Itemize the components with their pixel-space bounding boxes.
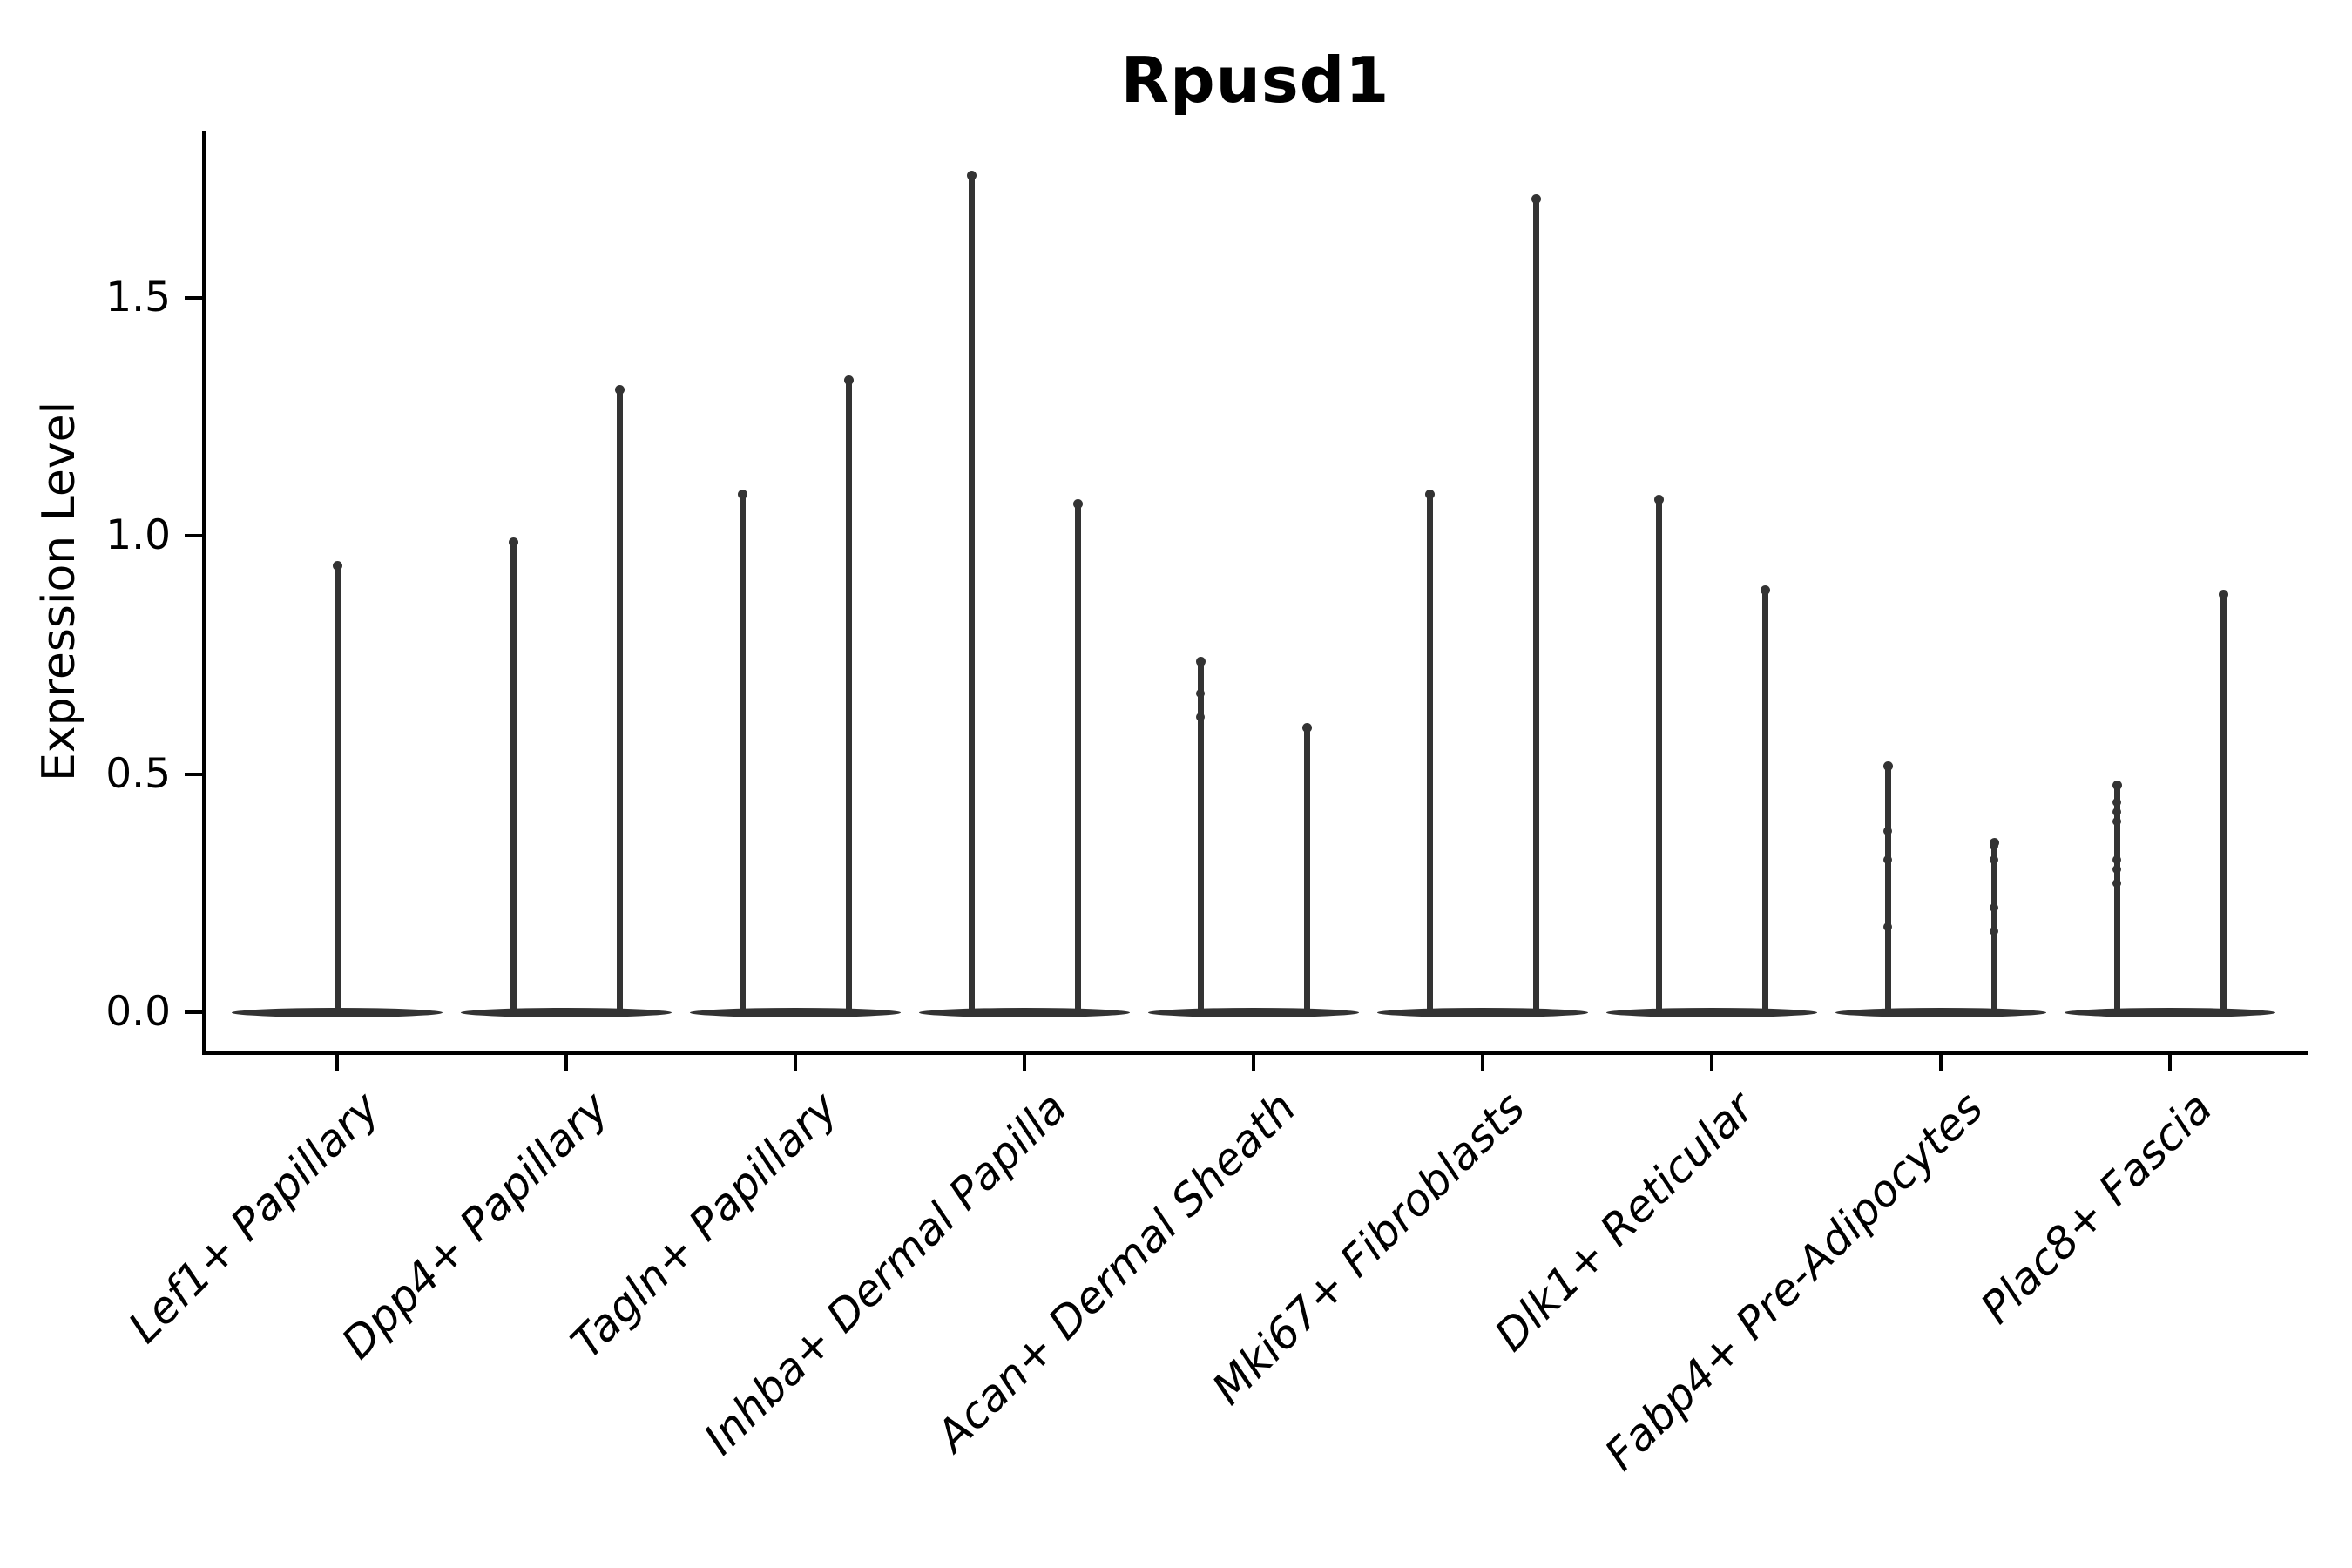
y-tick-label: 0.0 <box>105 988 171 1036</box>
y-tick-mark <box>185 295 202 300</box>
violin-baseline <box>1606 1007 1817 1017</box>
violin-spike <box>510 540 517 1012</box>
violin-max-point <box>737 490 747 500</box>
x-tick-mark <box>2168 1055 2172 1071</box>
violin-baseline <box>461 1007 672 1017</box>
x-axis-spine <box>202 1051 2308 1055</box>
x-tick-label: Inhba+ Dermal Papilla <box>694 1082 1077 1465</box>
expression-point <box>1990 927 1998 936</box>
violin-spike <box>1532 197 1539 1012</box>
violin-baseline <box>232 1007 443 1017</box>
y-axis-spine <box>202 131 206 1055</box>
x-tick-label: Acan+ Dermal Sheath <box>926 1082 1306 1462</box>
x-tick-mark <box>1252 1055 1255 1071</box>
y-tick-mark <box>185 1010 202 1014</box>
x-tick-label: Dpp4+ Papillary <box>332 1082 618 1369</box>
violin-baseline <box>2065 1007 2275 1017</box>
violin-max-point <box>508 537 518 547</box>
violin-spike <box>1884 764 1891 1012</box>
violin-max-point <box>1072 499 1083 510</box>
violin-baseline <box>1377 1007 1588 1017</box>
violin-spike <box>616 388 623 1012</box>
x-tick-label: Mki67+ Fibroblasts <box>1202 1082 1535 1415</box>
violin-max-point <box>966 170 977 180</box>
x-tick-mark <box>1939 1055 1943 1071</box>
expression-point <box>1883 922 1892 931</box>
expression-point <box>1990 841 1998 850</box>
violin-spike <box>334 564 341 1012</box>
violin-baseline <box>1835 1007 2046 1017</box>
violin-spike <box>2220 592 2227 1012</box>
violin-spike <box>1761 588 1768 1012</box>
violin-max-point <box>1301 723 1312 733</box>
x-tick-label: Tagln+ Papillary <box>561 1082 848 1369</box>
y-tick-label: 0.5 <box>105 749 171 798</box>
violin-max-point <box>1424 490 1435 500</box>
violin-spike <box>1990 841 1997 1012</box>
x-tick-label: Fabp4+ Pre-Adipocytes <box>1595 1082 1993 1481</box>
expression-point <box>2112 864 2121 874</box>
violin-max-point <box>1653 494 1664 504</box>
expression-point <box>2112 817 2121 827</box>
violin-spike <box>1303 726 1310 1012</box>
expression-point <box>1196 712 1205 721</box>
violin-baseline <box>690 1007 901 1017</box>
expression-point <box>1990 902 1998 912</box>
x-tick-mark <box>1023 1055 1026 1071</box>
expression-point <box>2112 879 2121 889</box>
violin-spike <box>1197 659 1204 1012</box>
y-tick-mark <box>185 534 202 537</box>
violin-spike <box>845 378 852 1012</box>
x-tick-mark <box>335 1055 339 1071</box>
expression-point <box>2112 855 2121 864</box>
x-tick-mark <box>1710 1055 1713 1071</box>
violin-max-point <box>843 375 854 385</box>
expression-point <box>2112 808 2121 817</box>
violin-spike <box>739 492 746 1012</box>
y-tick-label: 1.0 <box>105 511 171 559</box>
x-tick-label: Plac8+ Fascia <box>1970 1082 2222 1334</box>
violin-spike <box>968 173 975 1012</box>
violin-baseline <box>919 1007 1130 1017</box>
violin-spike <box>2113 783 2120 1012</box>
x-tick-label: Dlk1+ Reticular <box>1484 1082 1764 1362</box>
expression-point <box>1196 688 1205 698</box>
violin-baseline <box>1148 1007 1359 1017</box>
expression-point <box>1990 855 1998 864</box>
x-tick-mark <box>564 1055 568 1071</box>
plot-title: Rpusd1 <box>1120 44 1390 117</box>
x-tick-mark <box>1481 1055 1484 1071</box>
violin-max-point <box>332 561 342 571</box>
violin-max-point <box>1882 761 1893 772</box>
violin-max-point <box>1760 585 1770 595</box>
violin-max-point <box>2218 590 2228 600</box>
x-tick-mark <box>794 1055 797 1071</box>
violin-max-point <box>614 384 625 395</box>
violin-max-point <box>1531 194 1541 205</box>
violin-spike <box>1074 502 1081 1012</box>
expression-point <box>2112 798 2121 808</box>
violin-spike <box>1655 497 1662 1012</box>
expression-point <box>1883 855 1892 864</box>
violin-spike <box>1426 492 1433 1012</box>
y-tick-mark <box>185 772 202 776</box>
expression-point <box>1883 827 1892 836</box>
violin-max-point <box>1195 656 1206 666</box>
violin-max-point <box>2112 780 2122 790</box>
y-tick-label: 1.5 <box>105 273 171 321</box>
